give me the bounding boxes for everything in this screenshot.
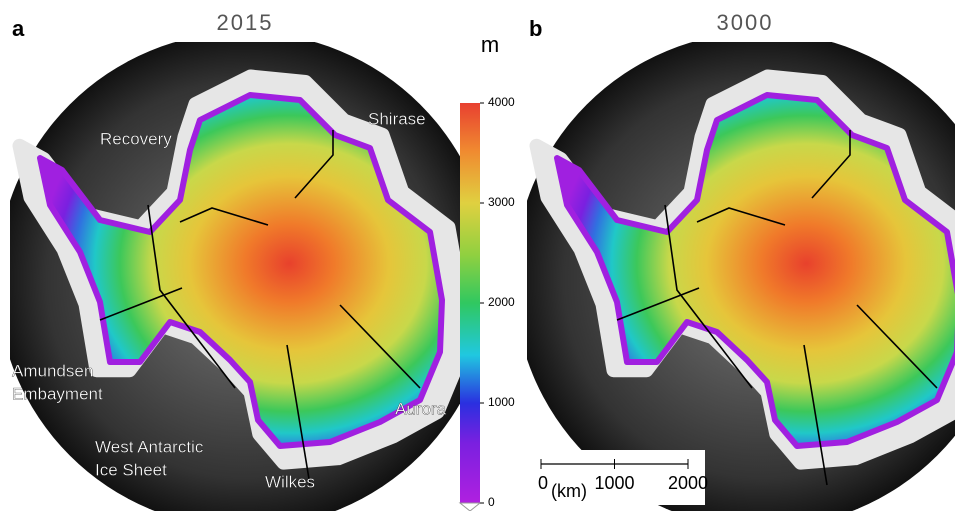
panel-title: 3000 bbox=[717, 10, 774, 35]
scale-tick-label: 1000 bbox=[594, 473, 634, 493]
place-label: Ice Sheet bbox=[95, 460, 167, 479]
scale-unit: (km) bbox=[551, 481, 587, 501]
transect bbox=[179, 207, 269, 226]
map-panel bbox=[527, 42, 955, 511]
transect bbox=[803, 344, 828, 486]
ice-elevation bbox=[37, 92, 445, 449]
transect bbox=[294, 130, 334, 199]
colorbar-tick-label: 3000 bbox=[488, 195, 515, 209]
transect bbox=[339, 304, 421, 389]
transect bbox=[99, 287, 183, 321]
scale-tick-label: 0 bbox=[538, 473, 548, 493]
transect bbox=[664, 204, 753, 389]
scale-bar: 0 1000 2000 (km) bbox=[533, 450, 708, 505]
transect bbox=[856, 304, 938, 389]
transect bbox=[696, 207, 786, 226]
panel-title: 2015 bbox=[217, 10, 274, 35]
transect bbox=[811, 130, 851, 199]
colorbar-unit: m bbox=[481, 32, 499, 57]
colorbar-tick-label: 0 bbox=[488, 495, 495, 509]
panel-letter: a bbox=[12, 16, 25, 41]
colorbar-extend bbox=[458, 502, 482, 511]
place-label: Embayment bbox=[12, 384, 103, 403]
place-label: Wilkes bbox=[265, 472, 315, 491]
place-label: Recovery bbox=[100, 129, 172, 148]
colorbar-tick-label: 1000 bbox=[488, 395, 515, 409]
scale-box bbox=[533, 450, 705, 505]
map-panel bbox=[10, 42, 460, 511]
colorbar: m 0 1000 2000 3000 4000 bbox=[458, 32, 515, 511]
colorbar-scale bbox=[460, 103, 480, 503]
ice-elevation bbox=[554, 92, 955, 449]
place-label: Shirase bbox=[368, 109, 426, 128]
panels: a 2015 Recovery Shirase Amundsen Embayment Wes… bbox=[10, 10, 955, 511]
scale-tick-label: 2000 bbox=[668, 473, 708, 493]
transect bbox=[147, 204, 236, 389]
transect bbox=[616, 287, 700, 321]
panel-letter: b bbox=[529, 16, 542, 41]
colorbar-tick-label: 4000 bbox=[488, 95, 515, 109]
place-label: West Antarctic bbox=[95, 437, 204, 456]
transect bbox=[286, 344, 311, 486]
place-label: Amundsen bbox=[12, 361, 93, 380]
colorbar-tick-label: 2000 bbox=[488, 295, 515, 309]
place-label: Aurora bbox=[395, 399, 447, 418]
